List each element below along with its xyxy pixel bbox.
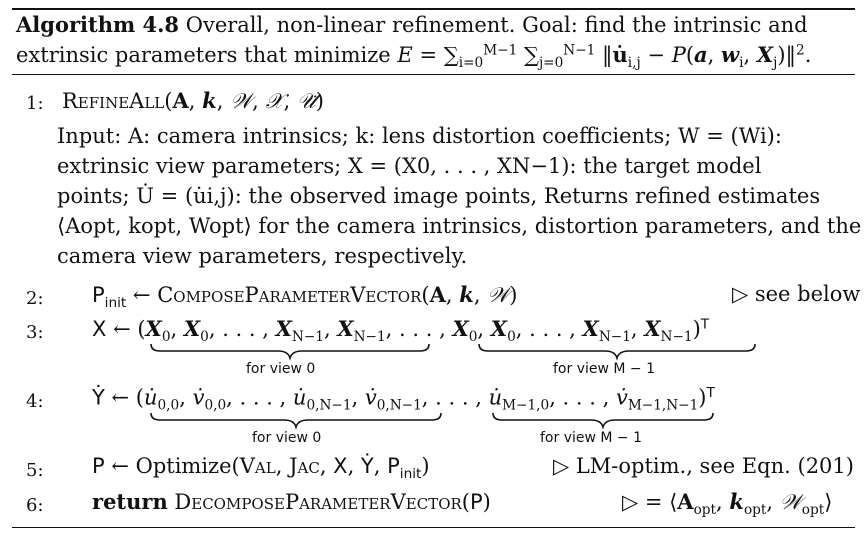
line-5-comment: ▷ LM-optim., see Eqn. (201) <box>553 454 854 478</box>
brace-label-line4-right: for view M − 1 <box>540 430 643 446</box>
algorithm-title: Overall, non-linear refinement. Goal: fi… <box>185 13 808 37</box>
algorithm-label: Algorithm 4.8 <box>16 12 180 37</box>
line-number-2: 2: <box>26 288 44 309</box>
line-number-3: 3: <box>26 322 44 343</box>
input-line-1: Input: A: camera intrinsics; k: lens dis… <box>57 124 782 148</box>
brace-line3-right <box>478 343 756 361</box>
line-4-statement: Ẏ ← (u̇0,0, v̇0,0, . . . , u̇0,N−1, v̇0,… <box>92 385 715 414</box>
line-number-1: 1: <box>26 93 44 114</box>
header-rule <box>12 74 855 75</box>
brace-line4-left <box>150 412 442 430</box>
line-5-statement: P ← Optimize(Val, Jac, X, Ẏ, Pinit) <box>92 454 430 482</box>
line-6-statement: return DecomposeParameterVector(P) <box>92 489 491 514</box>
top-rule <box>12 8 855 10</box>
algorithm-header-line1: Algorithm 4.8 Overall, non-linear refine… <box>16 12 808 37</box>
objective-formula: E = ∑i=0M−1 ∑j=0N−1 ‖u̇i,j − P(a, wi, Xj… <box>397 42 812 71</box>
algorithm-header-line2: extrinsic parameters that minimize E = ∑… <box>16 42 811 71</box>
algorithm-goal-text: extrinsic parameters that minimize <box>16 43 391 67</box>
brace-line4-right <box>492 412 714 430</box>
brace-label-line4-left: for view 0 <box>252 430 322 446</box>
line-2-comment: ▷ see below <box>732 282 861 306</box>
brace-label-line3-left: for view 0 <box>246 361 316 377</box>
procedure-signature: RefineAll(A, k, 𝒲, 𝒳, 𝒰̇) <box>62 88 324 113</box>
line-6-comment: ▷ = ⟨Aopt, kopt, 𝒲opt⟩ <box>622 489 833 518</box>
line-number-4: 4: <box>26 391 44 412</box>
line-3-statement: X ← (X0, X0, . . . , XN−1, XN−1, . . . ,… <box>92 316 710 345</box>
input-line-5: camera view parameters, respectively. <box>57 244 468 268</box>
brace-line3-left <box>150 343 430 361</box>
input-line-3: points; U̇ = (u̇i,j): the observed image… <box>57 184 821 208</box>
bottom-rule <box>12 527 855 528</box>
input-line-4: ⟨Aopt, kopt, Wopt⟩ for the camera intrin… <box>57 214 862 238</box>
input-line-2: extrinsic view parameters; X = (X0, . . … <box>57 154 762 178</box>
line-number-6: 6: <box>26 495 44 516</box>
line-number-5: 5: <box>26 460 44 481</box>
line-2-statement: Pinit ← ComposeParameterVector(A, k, 𝒲) <box>92 282 518 311</box>
brace-label-line3-right: for view M − 1 <box>553 361 656 377</box>
